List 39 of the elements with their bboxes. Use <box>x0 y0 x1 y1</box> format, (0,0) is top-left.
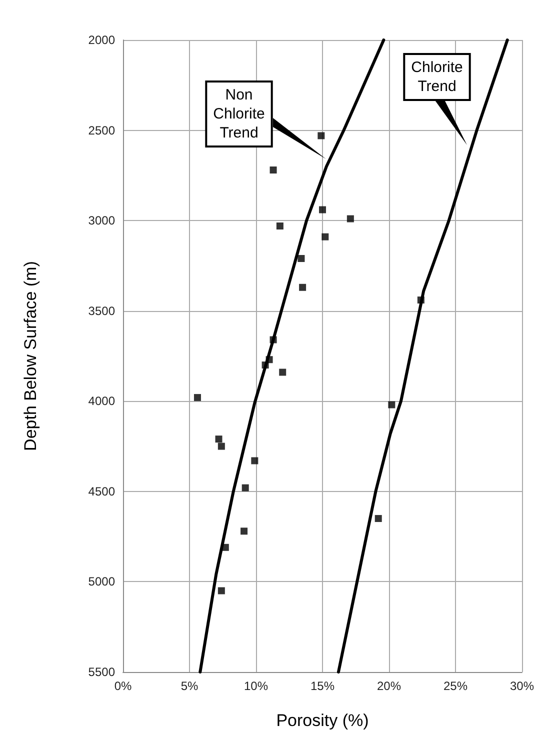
annotation: Non Chlorite Trend <box>213 86 265 142</box>
point <box>322 233 329 240</box>
point <box>215 436 222 443</box>
line-series <box>198 38 386 674</box>
point <box>346 215 354 222</box>
x-tick-label: 5% <box>180 679 198 693</box>
point <box>276 222 284 230</box>
point <box>388 401 396 408</box>
y-tick-label: 3000 <box>88 214 116 228</box>
point <box>218 442 225 450</box>
point <box>240 528 248 535</box>
point <box>318 132 325 140</box>
y-tick-label: 4000 <box>88 394 116 408</box>
x-tick-label: 30% <box>510 679 534 693</box>
x-tick-label: 25% <box>443 679 468 693</box>
point <box>374 515 382 522</box>
point <box>299 284 306 291</box>
point <box>279 368 286 376</box>
point <box>298 254 305 262</box>
y-tick-label: 4500 <box>88 484 116 498</box>
x-tick-label: 20% <box>376 679 402 693</box>
point <box>218 587 225 594</box>
y-tick-label: 5500 <box>88 665 116 679</box>
x-tick-label: 15% <box>310 679 335 693</box>
point <box>319 206 326 214</box>
point <box>242 484 249 492</box>
y-tick-label: 5000 <box>88 574 116 589</box>
line-series <box>336 38 509 674</box>
point <box>270 166 277 174</box>
y-axis-title: Depth Below Surface (m) <box>21 261 40 451</box>
annotation: Chlorite Trend <box>411 59 463 95</box>
y-tick-label: 2000 <box>88 33 116 47</box>
x-tick-label: 0% <box>114 679 132 693</box>
y-tick-label: 2500 <box>88 123 116 138</box>
y-tick-label: 3500 <box>88 304 116 318</box>
point <box>194 394 201 402</box>
x-tick-label: 10% <box>244 679 268 693</box>
point <box>251 457 258 464</box>
x-axis-title: Porosity (%) <box>276 711 369 730</box>
